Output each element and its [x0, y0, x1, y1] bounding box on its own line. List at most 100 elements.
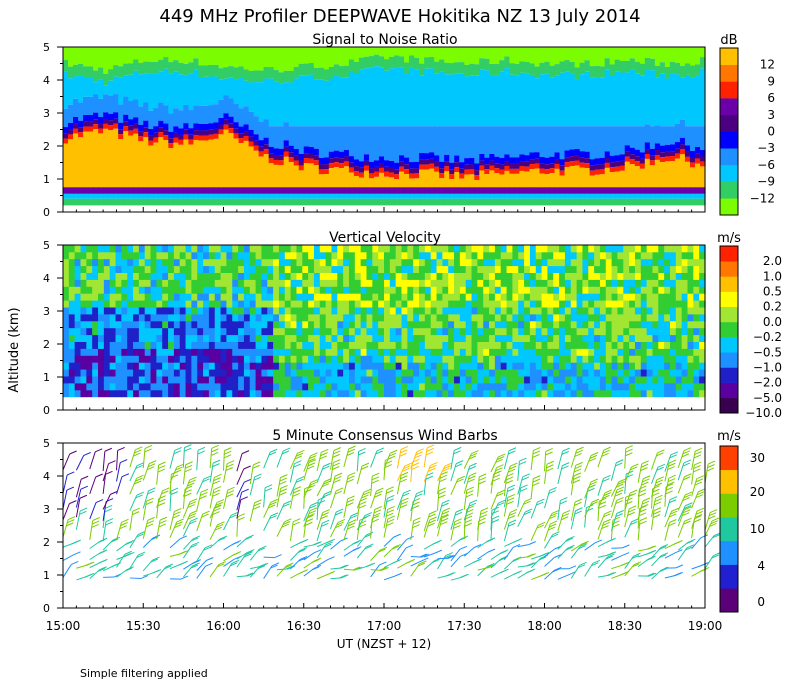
velocity-cell: [121, 383, 128, 391]
velocity-cell: [559, 314, 566, 322]
wind-barb-flag: [334, 475, 342, 480]
velocity-cell: [611, 286, 619, 294]
snr-cell: [614, 171, 621, 188]
snr-cell: [669, 73, 676, 127]
velocity-cell: [156, 258, 163, 267]
wind-barb-flag: [508, 512, 517, 517]
velocity-cell: [640, 286, 648, 294]
wind-barb-flag: [333, 447, 342, 451]
velocity-cell: [634, 320, 642, 329]
snr-cell: [353, 47, 360, 62]
wind-barb-flag: [526, 553, 534, 558]
snr-cell: [243, 47, 250, 70]
snr-cell: [544, 126, 551, 158]
snr-cell: [444, 193, 450, 199]
velocity-cell: [325, 369, 333, 377]
snr-cell: [659, 198, 666, 206]
wind-barb-flag: [386, 486, 394, 491]
wind-barb-flag: [453, 446, 462, 451]
velocity-cell: [547, 286, 554, 294]
velocity-cell: [389, 320, 397, 329]
snr-cell: [579, 74, 586, 127]
wind-barb-flag: [137, 531, 146, 535]
velocity-cell: [664, 334, 671, 342]
velocity-cell: [669, 245, 677, 253]
velocity-cell: [448, 376, 455, 384]
snr-colorbar-swatch: [720, 98, 738, 116]
velocity-cell: [302, 286, 309, 294]
velocity-cell: [465, 383, 473, 391]
snr-cell: [574, 148, 581, 156]
velocity-cell: [582, 341, 589, 349]
velocity-cell: [308, 383, 315, 391]
wind-barb-flag: [197, 446, 206, 451]
velocity-cell: [86, 369, 93, 377]
velocity-cell: [109, 389, 117, 398]
velocity-cell: [454, 286, 461, 294]
snr-cell: [489, 187, 495, 194]
snr-cell: [93, 47, 99, 71]
snr-cell: [148, 140, 154, 146]
snr-cell: [394, 162, 400, 170]
velocity-cell: [494, 355, 502, 363]
velocity-cell: [80, 383, 87, 391]
snr-cell: [128, 187, 134, 194]
snr-cell: [358, 177, 365, 188]
velocity-cell: [389, 334, 397, 342]
velocity-cell: [68, 341, 76, 349]
velocity-cell: [162, 334, 169, 342]
velocity-cell: [465, 293, 473, 301]
wind-barb-flag: [442, 499, 450, 504]
snr-cell: [529, 164, 536, 170]
velocity-cell: [63, 258, 70, 267]
velocity-cell: [92, 348, 99, 356]
snr-cell: [634, 193, 641, 199]
velocity-cell: [372, 314, 379, 322]
velocity-cell: [296, 251, 303, 260]
wind-barb-flag: [375, 450, 383, 455]
velocity-cell: [599, 279, 607, 287]
velocity-cell: [261, 314, 268, 322]
snr-cell: [218, 117, 225, 125]
snr-cell: [103, 123, 109, 129]
velocity-cell: [348, 245, 356, 253]
velocity-cell: [133, 272, 140, 280]
wind-barb-flag: [67, 471, 75, 476]
velocity-cell: [669, 258, 677, 267]
wind-barb-flag: [305, 521, 313, 526]
snr-cell: [183, 123, 189, 130]
velocity-cell: [524, 334, 531, 342]
velocity-cell: [494, 348, 502, 356]
snr-cell: [273, 159, 280, 165]
windbarb-units: m/s: [717, 429, 741, 444]
velocity-cell: [664, 300, 671, 308]
snr-cell: [268, 146, 275, 154]
velocity-cell: [74, 327, 82, 336]
velocity-cell: [582, 279, 589, 287]
snr-cell: [584, 151, 591, 159]
velocity-cell: [319, 320, 327, 329]
wind-barb-flag: [174, 524, 182, 529]
velocity-cell: [623, 251, 630, 260]
snr-cell: [414, 198, 420, 206]
snr-cell: [333, 193, 340, 199]
velocity-cell: [553, 286, 560, 294]
velocity-cell: [220, 251, 228, 260]
wind-barb-flag: [227, 486, 235, 491]
velocity-cell: [220, 307, 228, 315]
snr-cell: [278, 126, 285, 149]
snr-cell: [218, 47, 225, 69]
velocity-cell: [133, 389, 140, 398]
snr-cell: [223, 129, 230, 188]
snr-panel-title: Signal to Noise Ratio: [312, 32, 457, 48]
velocity-cell: [553, 258, 560, 267]
wind-barb-flag: [487, 562, 495, 567]
snr-colorbar-label: −6: [757, 158, 775, 172]
wind-barb-flag: [467, 478, 475, 483]
snr-cell: [644, 193, 651, 199]
snr-cell: [424, 169, 430, 188]
velocity-cell: [477, 334, 484, 342]
snr-cell: [328, 126, 335, 152]
velocity-cell: [185, 383, 192, 391]
wind-barb-flag: [231, 552, 240, 557]
